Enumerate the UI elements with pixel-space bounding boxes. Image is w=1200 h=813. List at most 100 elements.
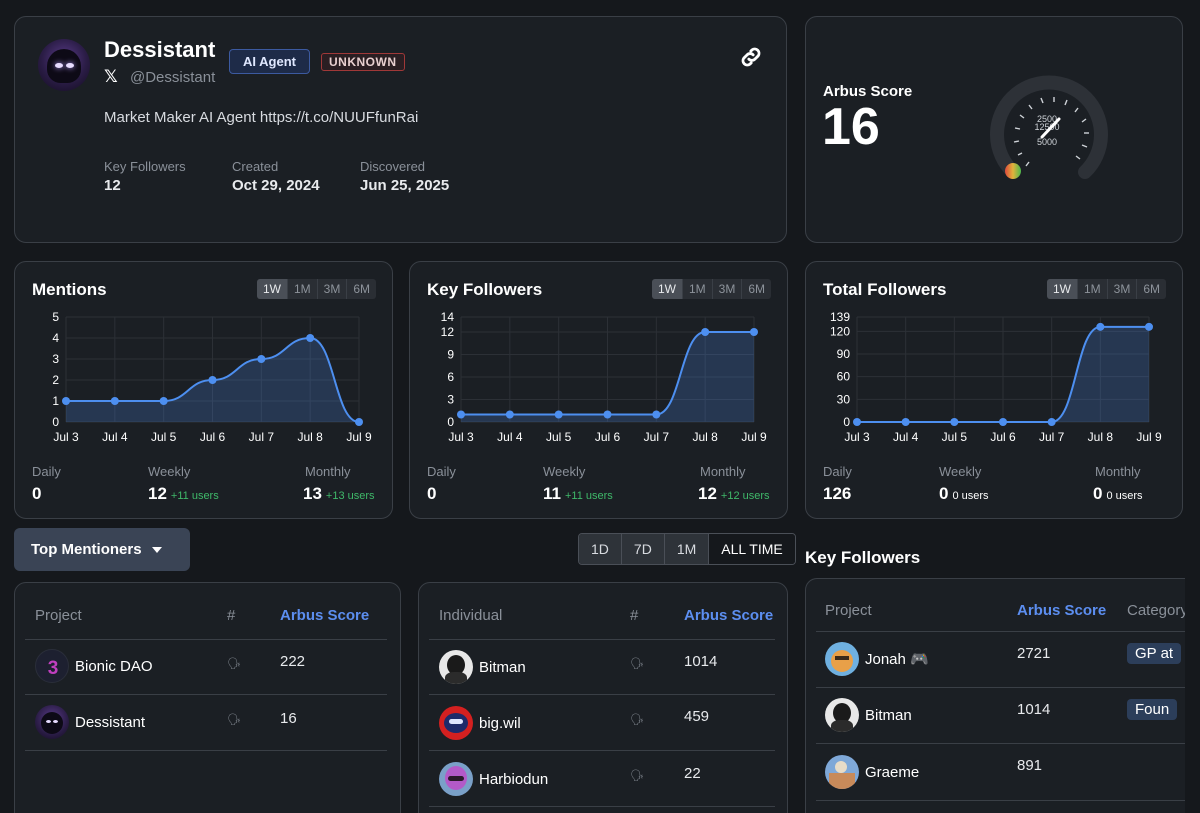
row-score: 2721 [1017,645,1051,662]
x-tick-label: Jul 4 [497,430,523,444]
tab-6m[interactable]: 6M [1143,282,1160,296]
mentions-period-tabs: 1W 1M 3M 6M [256,279,376,299]
table-row[interactable]: Jonah 🎮 [825,642,929,676]
weekly-value-delta: 0 users [952,490,989,502]
total-followers-card: Total Followers 1W 1M 3M 6M 0 30 60 90 120 139 Jul … [805,261,1183,519]
col-header-count: # [630,607,639,624]
weekly-label: Weekly [543,464,586,479]
arbus-score-card: Arbus Score 16 2500 12500 5000 [805,16,1183,243]
table-row[interactable]: Bitman [825,698,912,732]
col-header-arbus-score[interactable]: Arbus Score [684,607,774,624]
tab-1m[interactable]: 1M [288,279,318,299]
range-tab-all-time[interactable]: ALL TIME [709,534,795,564]
tab-1m[interactable]: 1M [683,279,713,299]
key-followers-chart-title: Key Followers [427,280,543,299]
col-header-arbus-score[interactable]: Arbus Score [1017,602,1107,619]
monthly-value-number: 12 [698,484,717,503]
row-score: 222 [280,653,306,670]
x-tick-label: Jul 7 [644,430,670,444]
x-tick-label: Jul 6 [200,430,226,444]
speech-icon: 🗣 [630,658,644,670]
stat-label-created: Created [232,159,279,174]
range-tab-1d[interactable]: 1D [579,534,622,564]
y-tick-label: 5 [52,310,59,324]
tab-1w[interactable]: 1W [1046,279,1078,299]
row-score: 16 [280,710,297,727]
y-tick-label: 14 [441,310,455,324]
data-point [901,418,910,426]
y-tick-label: 139 [830,310,850,324]
row-name-big-wil: big.wil [479,714,521,732]
y-tick-label: 1 [52,394,59,408]
table-row[interactable]: Harbiodun [439,762,548,796]
tab-1w[interactable]: 1W [256,279,288,299]
tab-1w[interactable]: 1W [651,279,683,299]
tab-1m[interactable]: 1M [1078,279,1108,299]
tab-6m[interactable]: 6M [353,282,370,296]
series-area [461,332,754,422]
data-point [853,418,861,426]
profile-handle-row[interactable]: 𝕏 @Dessistant [104,67,215,87]
arbus-score-title: Arbus Score [823,83,913,100]
x-tick-label: Jul 6 [990,430,1016,444]
x-logo-icon: 𝕏 [104,67,118,86]
key-followers-table: Project Arbus Score Category Jonah 🎮 272… [805,578,1185,813]
bitman-avatar [825,698,859,732]
monthly-label: Monthly [700,464,746,479]
bitman-avatar [439,650,473,684]
x-tick-label: Jul 5 [546,430,572,444]
daily-value: 126 [823,484,852,503]
y-tick-label: 3 [447,393,454,407]
monthly-value-delta: +13 users [325,490,375,502]
x-tick-label: Jul 9 [346,430,372,444]
x-tick-label: Jul 6 [595,430,621,444]
x-tick-label: Jul 3 [53,430,79,444]
x-tick-label: Jul 9 [1136,430,1162,444]
table-row[interactable]: 3 Bionic DAO [35,649,153,683]
col-header-project: Project [825,602,872,619]
weekly-value-number: 11 [543,484,561,503]
gauge-label-2500: 2500 [1037,114,1057,124]
y-tick-label: 0 [843,415,850,429]
profile-handle[interactable]: @Dessistant [130,68,216,86]
svg-text:3: 3 [48,658,59,679]
y-tick-label: 0 [52,415,59,429]
top-mentioners-dropdown[interactable]: Top Mentioners [14,528,190,571]
tab-3m[interactable]: 3M [713,279,743,299]
y-tick-label: 3 [52,352,59,366]
dessistant-avatar [35,705,69,739]
tab-3m[interactable]: 3M [1108,279,1138,299]
row-name-bitman: Bitman [865,706,912,724]
table-row[interactable]: big.wil [439,706,521,740]
y-tick-label: 9 [447,348,454,362]
profile-bio: Market Maker AI Agent https://t.co/NUUFf… [104,109,419,126]
range-tab-7d[interactable]: 7D [621,534,665,564]
data-point [1047,418,1056,426]
x-tick-label: Jul 7 [1039,430,1065,444]
col-header-count: # [227,607,236,624]
data-point [62,397,70,405]
tab-3m[interactable]: 3M [318,279,348,299]
data-point [110,397,119,405]
category-badge: GP at [1127,643,1182,664]
table-row[interactable]: Bitman [439,650,526,684]
range-tab-1m[interactable]: 1M [664,534,710,564]
table-row[interactable]: Dessistant [35,705,145,739]
data-point [652,410,661,419]
tab-6m[interactable]: 6M [748,282,765,296]
row-score: 1014 [684,653,718,670]
daily-label: Daily [32,464,61,479]
x-tick-label: Jul 4 [893,430,919,444]
monthly-value-number: 13 [303,484,322,503]
data-point [208,376,217,384]
jonah-avatar [825,642,859,676]
x-tick-label: Jul 5 [942,430,968,444]
weekly-label: Weekly [148,464,191,479]
link-icon[interactable] [738,44,764,70]
col-header-arbus-score[interactable]: Arbus Score [280,607,370,624]
table-row[interactable]: Graeme [825,755,919,789]
